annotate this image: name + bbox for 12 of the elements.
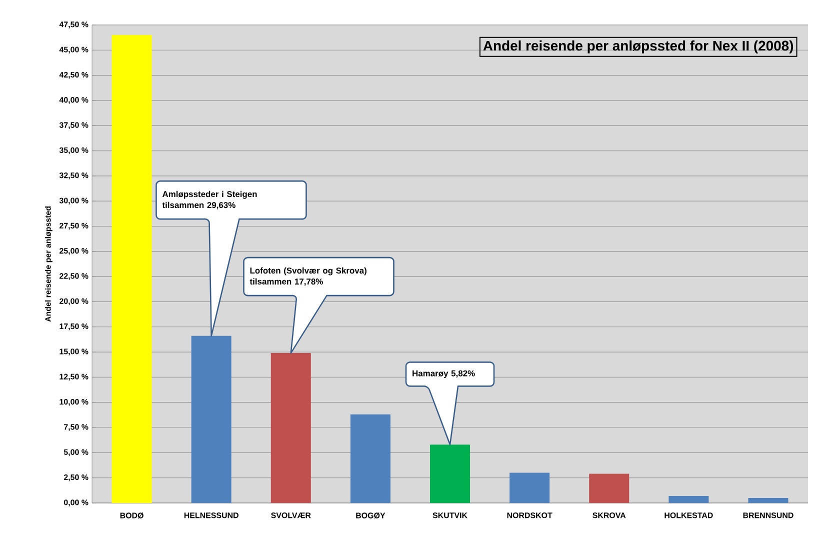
bar bbox=[191, 336, 232, 503]
bar bbox=[112, 35, 152, 503]
bar bbox=[510, 472, 550, 503]
annotation: Lofoten (Svolvær og Skrova) tilsammen 17,78% bbox=[250, 267, 366, 286]
bar bbox=[270, 353, 311, 503]
text: Andel reisende per anløpssted for Nex II (2008) bbox=[483, 40, 794, 54]
bar bbox=[589, 474, 630, 503]
annotation: Amløpssteder i Steigen tilsammen 29,63% bbox=[162, 190, 257, 210]
annotation: Hamarøy 5,82% bbox=[412, 370, 475, 378]
bar bbox=[350, 414, 390, 503]
bar bbox=[668, 496, 709, 503]
bar bbox=[748, 498, 788, 503]
